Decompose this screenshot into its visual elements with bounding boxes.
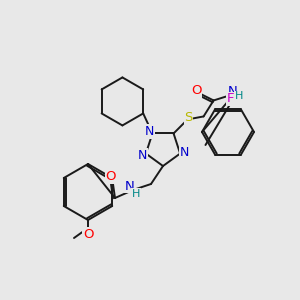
Text: N: N: [179, 146, 189, 159]
Text: N: N: [228, 85, 238, 98]
Text: O: O: [83, 227, 93, 241]
Text: H: H: [234, 92, 243, 101]
Text: N: N: [138, 149, 148, 162]
Text: N: N: [145, 125, 154, 138]
Text: F: F: [226, 92, 234, 106]
Text: N: N: [125, 179, 135, 193]
Text: S: S: [184, 111, 193, 124]
Text: O: O: [106, 170, 116, 184]
Text: O: O: [191, 84, 202, 97]
Text: H: H: [132, 189, 140, 199]
